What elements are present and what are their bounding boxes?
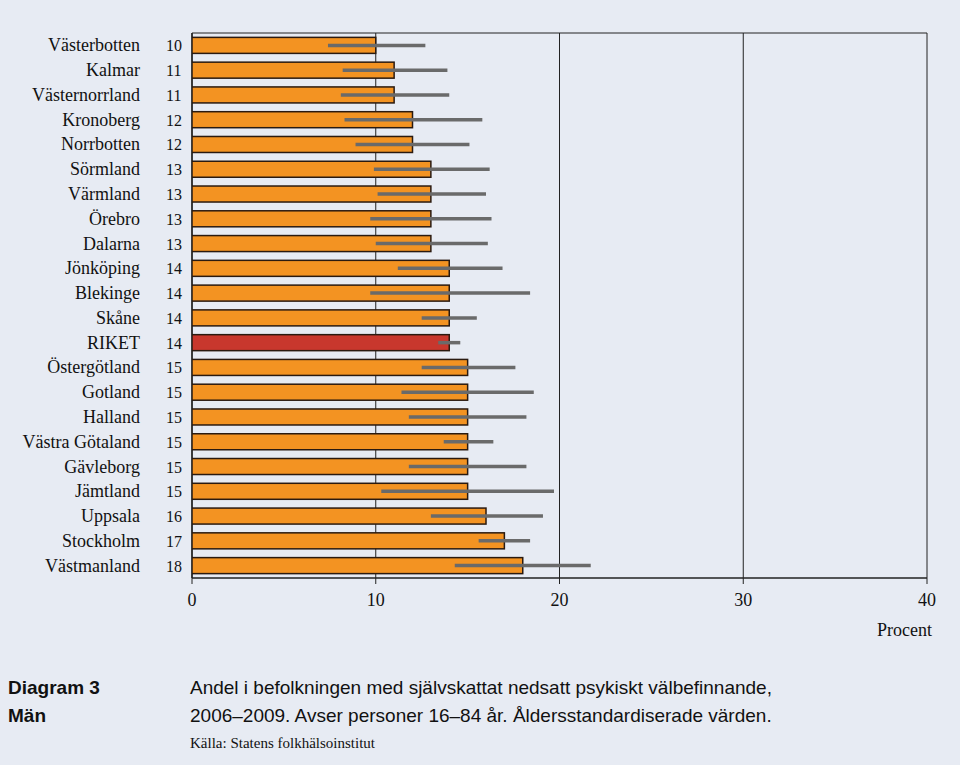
- error-bar: [422, 366, 516, 370]
- data-label: 17: [166, 533, 182, 550]
- plot-area: [192, 37, 591, 573]
- frame: [192, 33, 927, 34]
- data-label: 13: [166, 186, 182, 203]
- error-bar: [328, 44, 425, 48]
- error-bar: [381, 490, 554, 494]
- category-label: Örebro: [89, 209, 140, 229]
- category-label: Uppsala: [81, 506, 140, 526]
- error-bar: [370, 291, 530, 295]
- error-bar: [356, 143, 470, 147]
- title: Andel i befolkningen med självskattat ne…: [190, 677, 772, 698]
- error-bar: [341, 93, 449, 97]
- tick-label: 0: [188, 590, 197, 610]
- data-label: 12: [166, 112, 182, 129]
- tick-label: 40: [918, 590, 936, 610]
- tick-mark: [743, 578, 744, 584]
- error-bar: [343, 68, 448, 72]
- data-label: 13: [166, 161, 182, 178]
- error-bar: [370, 217, 491, 221]
- tick-mark: [375, 578, 376, 584]
- data-label: 15: [166, 384, 182, 401]
- category-label: Gävleborg: [64, 457, 140, 477]
- subtitle: 2006–2009. Avser personer 16–84 år. Ålde…: [190, 705, 772, 726]
- data-label: 14: [166, 260, 182, 277]
- data-label: 15: [166, 434, 182, 451]
- data-label: 12: [166, 136, 182, 153]
- error-bar: [479, 539, 530, 543]
- axis-label: Procent: [877, 620, 932, 640]
- error-bar: [431, 514, 543, 518]
- data-label: 13: [166, 236, 182, 253]
- error-bar: [401, 390, 533, 394]
- category-label: Västra Götaland: [23, 432, 140, 452]
- data-label: 14: [166, 285, 182, 302]
- category-label: Västerbotten: [48, 35, 140, 55]
- tick-mark: [927, 578, 928, 584]
- data-label: 11: [166, 62, 181, 79]
- data-label: 15: [166, 459, 182, 476]
- error-bar: [409, 465, 527, 469]
- category-label: Västmanland: [45, 556, 140, 576]
- category-label: Halland: [83, 407, 140, 427]
- bar: [192, 335, 449, 351]
- category-label: Sörmland: [70, 159, 140, 179]
- tick-label: 10: [367, 590, 385, 610]
- category-label: Gotland: [82, 382, 140, 402]
- bar: [192, 434, 468, 450]
- error-bar: [455, 564, 591, 568]
- data-label: 18: [166, 558, 182, 575]
- background: [0, 0, 960, 765]
- data-label: 15: [166, 483, 182, 500]
- data-label: 14: [166, 335, 182, 352]
- tick-label: 20: [551, 590, 569, 610]
- grid-line: [559, 33, 560, 578]
- category-label: Dalarna: [83, 234, 140, 254]
- error-bar: [422, 316, 477, 320]
- category-label: Skåne: [96, 308, 140, 328]
- data-label: 14: [166, 310, 182, 327]
- category-label: Kalmar: [86, 60, 140, 80]
- category-label: Östergötland: [47, 357, 140, 377]
- data-label: 13: [166, 211, 182, 228]
- error-bar: [444, 440, 494, 444]
- category-label: Västernorrland: [32, 85, 140, 105]
- category-label: RIKET: [87, 333, 140, 353]
- data-label: 15: [166, 409, 182, 426]
- category-label: Blekinge: [75, 283, 140, 303]
- x-axis: [192, 577, 927, 579]
- chart: 0 10 20 30 40 Procent Västerbotten 10 Kalmar 11 Vä…: [0, 0, 960, 765]
- tick-mark: [559, 578, 560, 584]
- error-bar: [409, 415, 527, 419]
- category-label: Jämtland: [75, 481, 140, 501]
- bar: [192, 310, 449, 326]
- tick-mark: [192, 578, 193, 584]
- grid-line: [927, 33, 928, 578]
- data-label: 10: [166, 37, 182, 54]
- error-bar: [438, 341, 460, 345]
- data-label: 11: [166, 87, 181, 104]
- error-bar: [345, 118, 483, 122]
- error-bar: [398, 267, 503, 271]
- error-bar: [376, 242, 488, 246]
- data-label: 15: [166, 359, 182, 376]
- error-bar: [378, 192, 486, 196]
- grid-line: [743, 33, 744, 578]
- category-label: Stockholm: [62, 531, 140, 551]
- bar: [192, 533, 504, 549]
- annotation: Män: [8, 705, 46, 726]
- category-label: Jönköping: [65, 258, 140, 278]
- data-label: 16: [166, 508, 182, 525]
- tick-label: 30: [734, 590, 752, 610]
- error-bar: [374, 168, 490, 172]
- category-label: Kronoberg: [62, 110, 140, 130]
- category-label: Norrbotten: [61, 134, 140, 154]
- source: Källa: Statens folkhälsoinstitut: [190, 735, 376, 751]
- annotation: Diagram 3: [8, 677, 100, 698]
- category-label: Värmland: [68, 184, 140, 204]
